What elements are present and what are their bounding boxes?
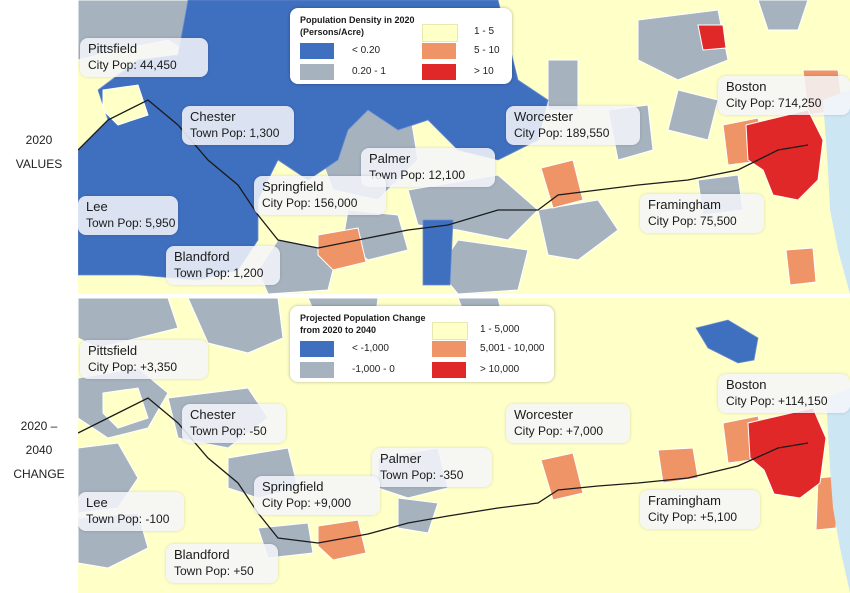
row-label-2020-values: 2020 VALUES [0, 128, 78, 176]
legend-label-lt-0-20: < 0.20 [352, 45, 381, 56]
legend-swatch-5-10 [422, 43, 456, 59]
city-label-chester: Chester Town Pop: 1,300 [182, 106, 294, 145]
city-name: Worcester [514, 109, 573, 124]
legend-swatch-gt-10000 [432, 362, 466, 378]
city-label-boston: Boston City Pop: 714,250 [718, 76, 850, 115]
legend-swatch-1-5 [422, 24, 458, 42]
city-pop: Town Pop: 12,100 [369, 168, 466, 182]
legend-label-5-10: 5 - 10 [474, 45, 500, 56]
city-name: Worcester [514, 407, 573, 422]
city-label-lee: Lee Town Pop: -100 [78, 492, 184, 531]
change-legend: Projected Population Change from 2020 to… [290, 306, 554, 382]
city-pop: Town Pop: 1,200 [174, 266, 264, 280]
city-label-springfield: Springfield City Pop: 156,000 [254, 176, 386, 215]
row-label-line: 2040 [25, 443, 53, 457]
city-name: Boston [726, 79, 767, 94]
city-name: Palmer [369, 151, 411, 166]
red-towns [747, 407, 827, 499]
city-pop: City Pop: 714,250 [726, 96, 822, 110]
city-name: Chester [190, 109, 236, 124]
legend-swatch-1-5000 [432, 322, 468, 340]
legend-label-1-5000: 1 - 5,000 [480, 324, 520, 335]
city-pop: City Pop: 44,450 [88, 58, 177, 72]
water [826, 388, 850, 593]
city-label-worcester: Worcester City Pop: 189,550 [506, 106, 640, 145]
legend-title: Projected Population Change from 2020 to… [300, 312, 426, 336]
city-name: Lee [86, 199, 108, 214]
water [823, 90, 850, 294]
city-pop: City Pop: 189,550 [514, 126, 610, 140]
legend-swatch-gt-10 [422, 64, 456, 80]
legend-swatch-lt-minus-1000 [300, 341, 334, 357]
city-label-blandford: Blandford Town Pop: +50 [166, 544, 278, 583]
legend-label-gt-10000: > 10,000 [480, 364, 520, 375]
city-pop: City Pop: +114,150 [726, 394, 828, 408]
city-pop: City Pop: 75,500 [648, 214, 737, 228]
legend-label-lt-minus-1000: < -1,000 [352, 343, 389, 354]
legend-title: Population Density in 2020 (Persons/Acre… [300, 14, 415, 38]
city-name: Springfield [262, 179, 324, 194]
dark-blue-region [695, 319, 759, 364]
row-label-line: 2020 [25, 133, 53, 147]
density-legend: Population Density in 2020 (Persons/Acre… [290, 8, 512, 84]
city-name: Framingham [648, 493, 721, 508]
city-label-pittsfield: Pittsfield City Pop: +3,350 [80, 340, 208, 379]
city-label-lee: Lee Town Pop: 5,950 [78, 196, 178, 235]
city-pop: City Pop: +7,000 [514, 424, 604, 438]
row-label-line: 2020 – [20, 419, 58, 433]
city-name: Lee [86, 495, 108, 510]
city-pop: Town Pop: +50 [174, 564, 254, 578]
legend-title-line: Population Density in 2020 [300, 15, 415, 25]
city-name: Springfield [262, 479, 324, 494]
red-towns [697, 24, 824, 201]
row-label-line: CHANGE [13, 467, 65, 481]
city-label-worcester: Worcester City Pop: +7,000 [506, 404, 630, 443]
city-name: Chester [190, 407, 236, 422]
city-name: Framingham [648, 197, 721, 212]
city-pop: City Pop: +5,100 [648, 510, 738, 524]
pittsfield-area [102, 84, 149, 126]
legend-swatch-0-20-1 [300, 64, 334, 80]
row-label-2020-2040-change: 2020 – 2040 CHANGE [0, 414, 78, 486]
legend-title-line: Projected Population Change [300, 313, 426, 323]
legend-swatch-minus-1000-0 [300, 362, 334, 378]
density-map-2020: Population Density in 2020 (Persons/Acre… [78, 0, 850, 294]
city-name: Boston [726, 377, 767, 392]
legend-label-gt-10: > 10 [474, 66, 494, 77]
row-label-line: VALUES [15, 157, 63, 171]
city-label-framingham: Framingham City Pop: 75,500 [640, 194, 764, 233]
city-label-boston: Boston City Pop: +114,150 [718, 374, 850, 413]
city-label-pittsfield: Pittsfield City Pop: 44,450 [80, 38, 208, 77]
city-name: Palmer [380, 451, 422, 466]
city-pop: City Pop: 156,000 [262, 196, 358, 210]
city-pop: Town Pop: -50 [190, 424, 267, 438]
city-pop: City Pop: +3,350 [88, 360, 178, 374]
city-name: Blandford [174, 547, 230, 562]
legend-title-line: from 2020 to 2040 [300, 325, 377, 335]
city-label-springfield: Springfield City Pop: +9,000 [254, 476, 380, 515]
pittsfield-area [102, 387, 149, 429]
legend-swatch-lt-0-20 [300, 43, 334, 59]
city-pop: Town Pop: 5,950 [86, 216, 176, 230]
legend-label-5001-10000: 5,001 - 10,000 [480, 343, 545, 354]
city-pop: Town Pop: -100 [86, 512, 170, 526]
city-name: Blandford [174, 249, 230, 264]
city-label-framingham: Framingham City Pop: +5,100 [640, 490, 760, 529]
legend-label-1-5: 1 - 5 [474, 26, 495, 37]
change-map-2020-2040: Projected Population Change from 2020 to… [78, 298, 850, 593]
city-name: Pittsfield [88, 41, 138, 56]
city-label-blandford: Blandford Town Pop: 1,200 [166, 246, 280, 285]
city-pop: City Pop: +9,000 [262, 496, 352, 510]
city-label-chester: Chester Town Pop: -50 [182, 404, 286, 443]
legend-swatch-5001-10000 [432, 341, 466, 357]
legend-label-minus-1000-0: -1,000 - 0 [352, 364, 395, 375]
city-pop: Town Pop: 1,300 [190, 126, 280, 140]
city-name: Pittsfield [88, 343, 138, 358]
legend-title-line: (Persons/Acre) [300, 27, 365, 37]
legend-label-0-20-1: 0.20 - 1 [352, 66, 386, 77]
city-label-palmer: Palmer Town Pop: -350 [372, 448, 492, 487]
city-pop: Town Pop: -350 [380, 468, 464, 482]
